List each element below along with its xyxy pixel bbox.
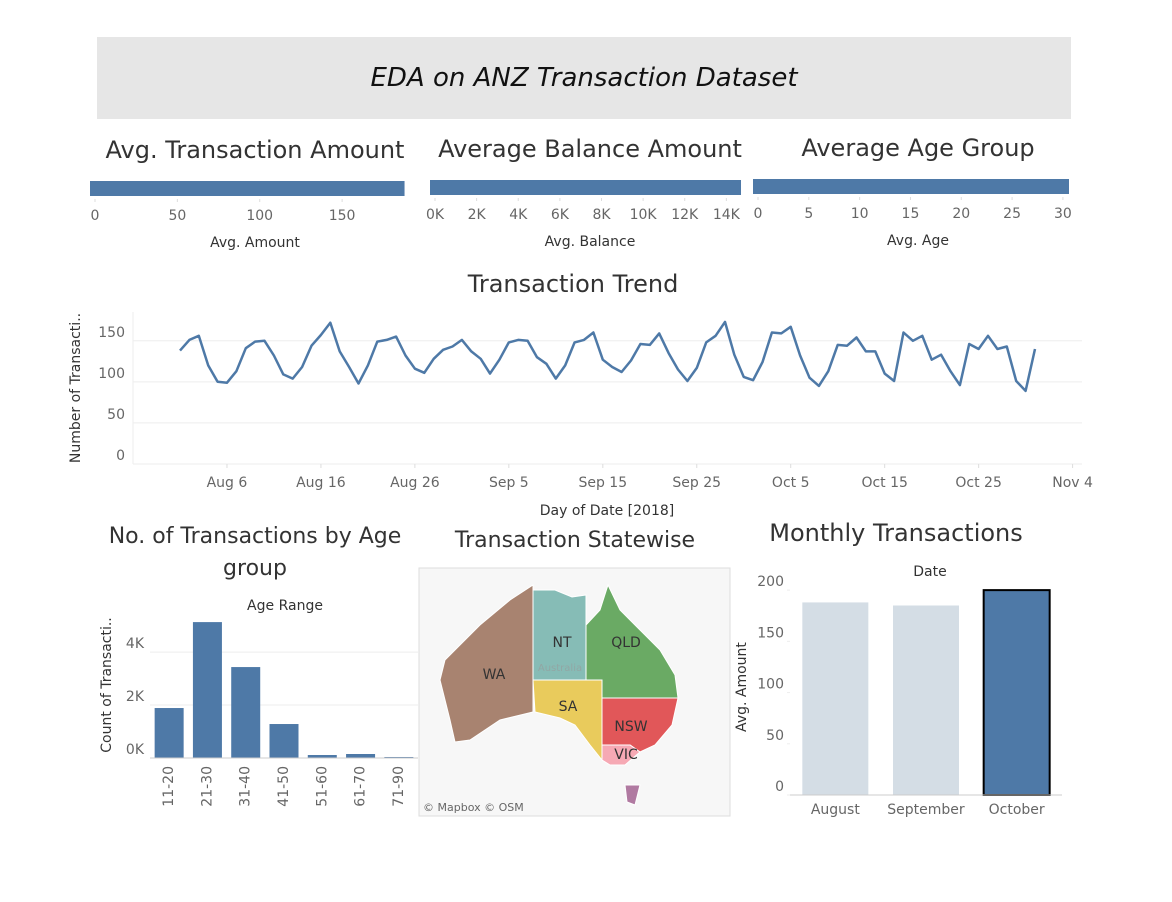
x-tick-label: 12K: [671, 207, 699, 223]
y-axis-label: Number of Transacti..: [68, 313, 84, 463]
x-tick-label: 6K: [551, 207, 570, 223]
state-region: [439, 584, 534, 743]
x-tick-label: 15: [902, 206, 920, 222]
chart-title: Average Balance Amount: [438, 135, 742, 163]
x-axis-label: Day of Date [2018]: [540, 503, 675, 519]
x-axis-label: Avg. Age: [887, 233, 949, 249]
y-tick-label: 150: [757, 625, 784, 641]
bar: [982, 589, 1051, 796]
x-tick-label: 51-60: [314, 766, 330, 807]
y-tick-label: 50: [766, 728, 784, 744]
x-tick-label: 14K: [713, 207, 741, 223]
bar: [90, 181, 405, 196]
bar: [346, 754, 376, 758]
x-tick-label: September: [887, 802, 965, 818]
x-tick-label: 4K: [509, 207, 528, 223]
state-label: QLD: [611, 635, 641, 651]
x-axis-label: Avg. Amount: [210, 235, 300, 251]
y-axis-label: Count of Transacti..: [99, 617, 115, 753]
bar: [192, 622, 222, 758]
y-tick-label: 4K: [126, 636, 145, 652]
state-label: SA: [559, 699, 578, 715]
state-region: [601, 744, 641, 766]
dashboard-title: EDA on ANZ Transaction Dataset: [97, 37, 1071, 119]
x-tick-label: 71-90: [391, 766, 407, 807]
state-label: NT: [552, 635, 571, 651]
x-tick-label: Aug 6: [207, 475, 248, 491]
state-label: VIC: [614, 747, 638, 763]
x-tick-label: Sep 25: [672, 475, 721, 491]
x-tick-label: 41-50: [276, 766, 292, 807]
x-axis-label: Age Range: [247, 598, 323, 614]
chart-title: Monthly Transactions: [769, 519, 1023, 547]
bar: [231, 667, 261, 758]
y-tick-label: 50: [107, 407, 125, 423]
y-tick-label: 100: [98, 366, 125, 382]
x-tick-label: Oct 15: [861, 475, 907, 491]
x-tick-label: 0: [91, 208, 100, 224]
bar: [753, 179, 1069, 194]
x-tick-label: 100: [246, 208, 273, 224]
state-region: [624, 784, 641, 806]
y-axis-label: Avg. Amount: [734, 642, 750, 732]
y-tick-label: 0: [775, 779, 784, 795]
bar: [269, 724, 299, 758]
y-tick-label: 0: [116, 448, 125, 464]
x-tick-label: 0K: [426, 207, 445, 223]
y-tick-label: 200: [757, 574, 784, 590]
state-label: WA: [483, 667, 506, 683]
x-tick-label: October: [989, 802, 1045, 818]
bar: [154, 708, 184, 758]
x-tick-label: 31-40: [238, 766, 254, 807]
y-tick-label: 2K: [126, 689, 145, 705]
x-tick-label: 8K: [592, 207, 611, 223]
x-tick-label: Nov 4: [1052, 475, 1093, 491]
x-tick-label: 10: [851, 206, 869, 222]
x-tick-label: 20: [952, 206, 970, 222]
x-tick-label: 21-30: [199, 766, 215, 807]
chart-title: Average Age Group: [801, 134, 1035, 162]
x-tick-label: Aug 16: [296, 475, 346, 491]
x-tick-label: 150: [329, 208, 356, 224]
chart-title: Transaction Trend: [467, 270, 679, 298]
x-tick-label: 5: [804, 206, 813, 222]
x-axis-label: Date: [913, 564, 946, 580]
bar: [307, 755, 337, 758]
x-tick-label: Oct 25: [955, 475, 1001, 491]
x-tick-label: 61-70: [353, 766, 369, 807]
x-tick-label: 50: [168, 208, 186, 224]
y-tick-label: 100: [757, 677, 784, 693]
state-region: [532, 679, 603, 762]
trend-line: [179, 320, 1037, 393]
region-label: Australia: [538, 663, 582, 674]
chart-title: No. of Transactions by Age group: [108, 524, 402, 581]
x-tick-label: Aug 26: [390, 475, 440, 491]
x-tick-label: 11-20: [161, 766, 177, 807]
state-label: NSW: [614, 719, 647, 735]
x-tick-label: Sep 5: [489, 475, 529, 491]
x-axis-label: Avg. Balance: [545, 234, 636, 250]
chart-title: Transaction Statewise: [454, 528, 696, 553]
x-tick-label: 25: [1003, 206, 1021, 222]
x-tick-label: 30: [1054, 206, 1072, 222]
x-tick-label: August: [811, 802, 861, 818]
y-tick-label: 150: [98, 325, 125, 341]
x-tick-label: Sep 15: [578, 475, 627, 491]
x-tick-label: Oct 5: [772, 475, 810, 491]
x-tick-label: 10K: [630, 207, 658, 223]
chart-title: Avg. Transaction Amount: [105, 136, 405, 164]
x-tick-label: 0: [754, 206, 763, 222]
bar: [384, 756, 414, 758]
x-tick-label: 2K: [468, 207, 487, 223]
y-tick-label: 0K: [126, 742, 145, 758]
bar: [893, 605, 959, 795]
map-attribution: © Mapbox © OSM: [423, 801, 524, 814]
bar: [802, 602, 869, 795]
bar: [430, 180, 742, 195]
